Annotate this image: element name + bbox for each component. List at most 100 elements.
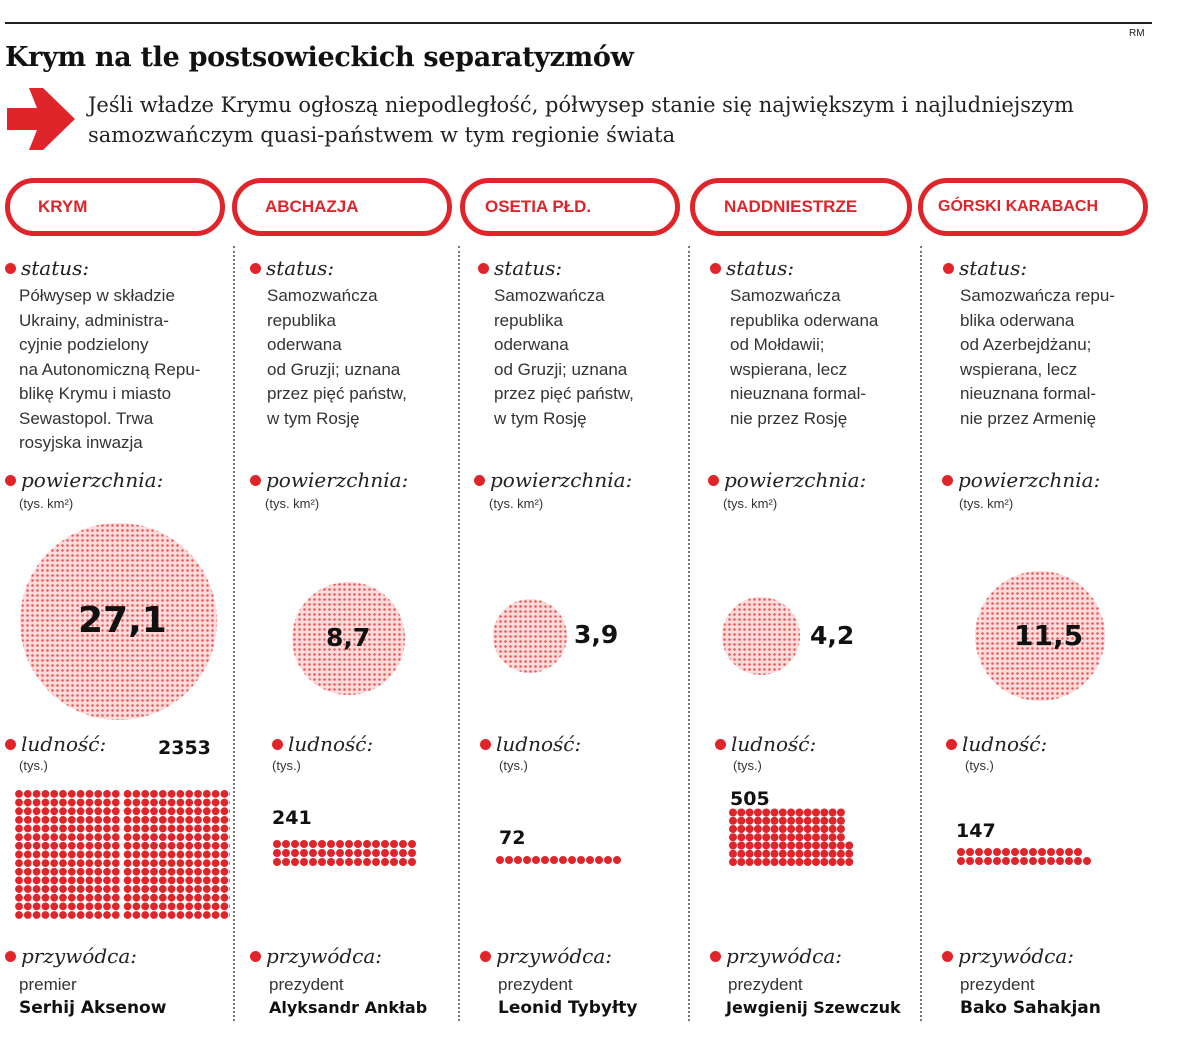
population-dot — [23, 893, 32, 902]
population-dot — [32, 902, 41, 911]
population-dot — [123, 798, 132, 807]
population-dot — [762, 833, 771, 842]
population-dot — [778, 808, 787, 817]
population-dot — [211, 807, 220, 816]
population-dot — [211, 867, 220, 876]
population-dot — [812, 808, 820, 817]
leader-heading: przywódca: — [5, 944, 137, 968]
leader-role: prezydent — [498, 975, 573, 994]
population-dot — [167, 790, 176, 798]
population-dot — [194, 850, 202, 859]
population-dot — [176, 859, 185, 867]
population-dot — [229, 895, 230, 900]
population-dot — [778, 833, 787, 842]
population-dot — [836, 841, 845, 850]
area-heading: powierzchnia: — [474, 468, 632, 492]
population-dot — [15, 815, 23, 824]
population-dot — [211, 876, 220, 885]
column-gorski-karabach: GÓRSKI KARABACH status: Samozwańcza repu… — [918, 0, 1200, 1043]
population-dot — [132, 824, 141, 833]
leader-name: Serhij Aksenow — [19, 998, 167, 1018]
population-dot — [220, 859, 229, 867]
status-text: Samozwańcza repu- blika oderwana od Azer… — [960, 286, 1115, 428]
population-dot — [220, 815, 229, 824]
population-dot — [1038, 857, 1046, 865]
population-dots — [957, 848, 1091, 865]
population-dot — [103, 841, 111, 850]
population-dot — [778, 825, 787, 833]
population-dot — [15, 902, 23, 911]
population-dot — [966, 857, 974, 865]
population-dot — [770, 849, 779, 858]
population-dot — [132, 859, 141, 867]
population-dot — [220, 833, 229, 842]
population-dot — [50, 807, 59, 816]
population-dot — [613, 856, 621, 864]
population-dot — [123, 911, 132, 919]
column-naddniestrze: NADDNIESTRZE status: Samozwańcza republi… — [688, 0, 918, 1043]
population-dot — [158, 824, 167, 833]
population-dot — [737, 841, 746, 850]
population-dot — [820, 808, 829, 817]
population-dot — [41, 833, 50, 842]
population-dot — [23, 902, 32, 911]
population-dot — [50, 824, 59, 833]
population-dot — [158, 885, 167, 893]
population-dot — [41, 807, 50, 816]
population-dot — [211, 850, 220, 859]
population-dot — [1056, 857, 1064, 865]
population-dot — [803, 849, 812, 858]
population-dot — [729, 858, 737, 866]
population-dot — [67, 815, 76, 824]
population-dot — [76, 911, 85, 919]
bullet-dot — [715, 739, 726, 750]
population-dot — [220, 824, 229, 833]
bullet-dot — [474, 475, 485, 486]
population-heading: ludność: — [946, 732, 1047, 756]
population-dot — [59, 911, 67, 919]
population-dot — [67, 893, 76, 902]
leader-heading: przywódca: — [710, 944, 842, 968]
region-name-pill: GÓRSKI KARABACH — [918, 178, 1148, 236]
status-text: Samozwańcza republika oderwana od Mołdaw… — [730, 286, 879, 428]
population-dot — [229, 878, 230, 883]
population-dot — [123, 824, 132, 833]
population-dot — [23, 815, 32, 824]
population-dot — [15, 876, 23, 885]
population-dot — [568, 856, 576, 864]
population-dot — [185, 902, 194, 911]
population-dot — [1029, 848, 1037, 856]
population-dot — [103, 876, 111, 885]
population-dot — [273, 840, 281, 848]
population-dot — [150, 902, 158, 911]
population-dot — [85, 893, 94, 902]
population-dot — [993, 848, 1001, 856]
population-dot — [176, 902, 185, 911]
population-dot — [176, 885, 185, 893]
population-dot — [59, 798, 67, 807]
population-dot — [111, 807, 120, 816]
bullet-dot — [710, 263, 721, 274]
population-dot — [59, 833, 67, 842]
population-dot — [132, 876, 141, 885]
population-dot — [132, 841, 141, 850]
population-dot — [158, 850, 167, 859]
leader-name: Bako Sahakjan — [960, 998, 1101, 1018]
population-dot — [762, 841, 771, 850]
population-dot — [158, 815, 167, 824]
population-dot — [753, 849, 762, 858]
population-dot — [85, 833, 94, 842]
population-dot — [132, 815, 141, 824]
population-dot — [1011, 857, 1019, 865]
population-dot — [76, 876, 85, 885]
population-dot — [50, 893, 59, 902]
population-dot — [85, 885, 94, 893]
population-dot — [141, 807, 150, 816]
population-unit: (tys.) — [499, 758, 528, 773]
population-dot — [85, 859, 94, 867]
population-dot — [1011, 848, 1019, 856]
population-dot — [176, 876, 185, 885]
population-dot — [1074, 857, 1082, 865]
population-dot — [59, 841, 67, 850]
population-dot — [150, 885, 158, 893]
